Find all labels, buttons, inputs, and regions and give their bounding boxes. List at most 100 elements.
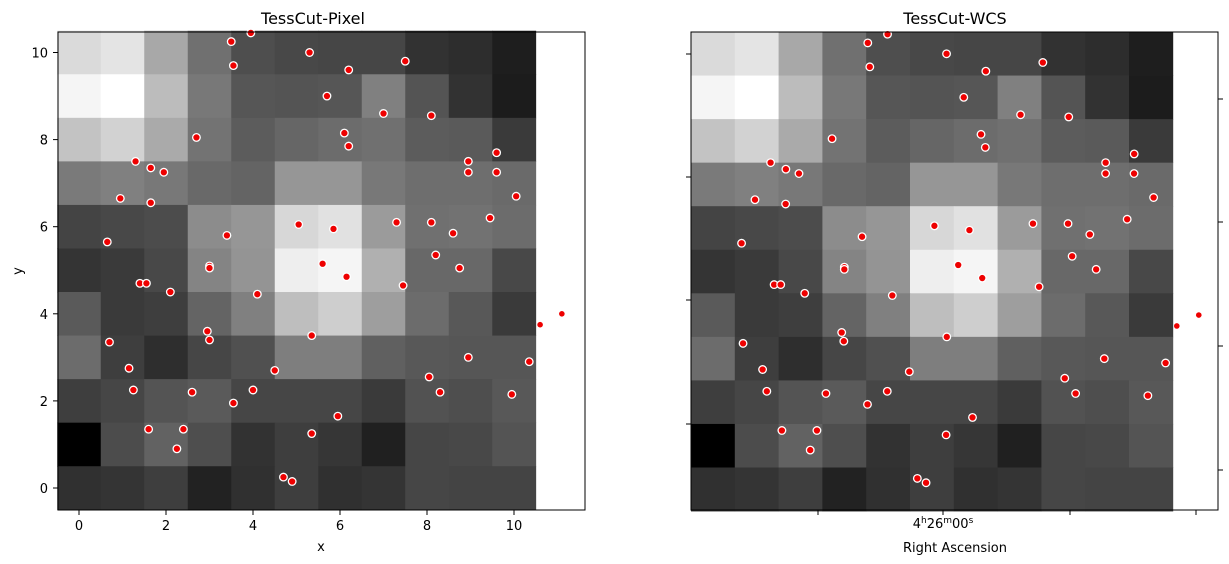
- star-marker: [144, 424, 154, 434]
- wcs-cell: [734, 293, 779, 338]
- wcs-cell: [1041, 119, 1086, 164]
- pixel-cell: [318, 248, 363, 293]
- star-marker: [104, 337, 114, 347]
- pixel-cell: [492, 248, 537, 293]
- star-marker: [205, 335, 214, 345]
- wcs-cell: [997, 336, 1042, 381]
- star-marker: [226, 37, 236, 47]
- pixel-cell: [318, 335, 363, 380]
- pixel-cell: [231, 74, 276, 119]
- wcs-cell: [778, 75, 823, 120]
- pixel-cell: [231, 30, 276, 75]
- star-marker: [863, 399, 872, 409]
- wcs-cell: [1129, 249, 1174, 294]
- y-tick-label: 0: [40, 482, 48, 497]
- pixel-cell: [144, 335, 189, 380]
- wcs-cell: [866, 249, 911, 294]
- wcs-cell: [866, 206, 911, 251]
- star-marker: [1028, 219, 1038, 229]
- star-marker: [953, 260, 963, 270]
- wcs-cell: [1129, 293, 1174, 338]
- pixel-cell: [405, 30, 450, 75]
- wcs-cell: [1085, 119, 1130, 164]
- pixel-cell: [274, 292, 319, 336]
- star-marker: [929, 221, 939, 231]
- star-marker: [980, 142, 990, 152]
- wcs-cell: [910, 380, 955, 425]
- wcs-cell: [822, 467, 867, 512]
- star-marker: [821, 389, 831, 398]
- wcs-cell: [910, 423, 955, 468]
- star-marker: [252, 289, 262, 299]
- pixel-cell: [361, 466, 406, 511]
- pixel-cell: [318, 161, 363, 206]
- star-marker: [431, 250, 441, 260]
- wcs-panel: TessCut-WCS 4h26m00s Right Ascension: [686, 9, 1223, 556]
- pixel-cell: [144, 74, 189, 119]
- pixel-cell: [144, 117, 189, 162]
- pixel-cell: [187, 30, 232, 75]
- x-tick-label: 10: [506, 519, 523, 534]
- wcs-cell: [866, 423, 911, 468]
- wcs-cell: [734, 423, 779, 468]
- pixel-cell: [361, 117, 406, 162]
- star-marker: [307, 429, 317, 439]
- pixel-cell: [492, 30, 537, 75]
- star-marker: [737, 238, 747, 248]
- star-marker: [463, 156, 473, 166]
- star-marker: [141, 278, 151, 288]
- wcs-cell: [822, 32, 867, 76]
- wcs-cell: [1085, 206, 1130, 251]
- pixel-cell: [187, 379, 232, 424]
- star-marker: [305, 48, 314, 57]
- wcs-cell: [953, 467, 998, 512]
- wcs-cell: [778, 293, 823, 338]
- wcs-cell: [734, 380, 779, 425]
- pixel-cell: [361, 422, 406, 467]
- star-marker: [344, 65, 354, 75]
- star-marker: [307, 331, 317, 341]
- star-marker: [492, 148, 502, 158]
- wcs-cell: [1085, 380, 1130, 425]
- wcs-cell: [910, 119, 955, 164]
- pixel-cell: [361, 161, 406, 206]
- pixel-cell: [274, 74, 319, 119]
- pixel-cell: [274, 117, 319, 162]
- wcs-cell: [953, 206, 998, 251]
- star-marker: [379, 109, 388, 118]
- star-marker: [435, 387, 445, 397]
- pixel-cell: [448, 379, 493, 424]
- pixel-cell: [448, 292, 493, 336]
- pixel-y-ticks: 0 2 4 6 8 10: [31, 47, 58, 497]
- pixel-cell: [448, 204, 493, 249]
- pixel-cell: [274, 161, 319, 206]
- star-marker: [857, 232, 867, 242]
- pixel-cell: [144, 30, 189, 75]
- star-marker: [191, 132, 201, 142]
- star-marker: [392, 217, 401, 227]
- star-marker: [863, 38, 873, 48]
- star-marker: [344, 141, 354, 151]
- star-marker: [187, 387, 197, 397]
- wcs-cell: [822, 423, 867, 468]
- wcs-cell: [866, 336, 911, 381]
- star-marker: [1101, 169, 1111, 178]
- wcs-cell: [866, 162, 911, 207]
- wcs-cell: [997, 32, 1042, 76]
- pixel-cell: [57, 74, 102, 119]
- wcs-cell: [1041, 32, 1086, 76]
- pixel-x-axis-label: x: [317, 540, 325, 555]
- star-marker: [131, 156, 140, 166]
- star-marker: [882, 386, 892, 396]
- wcs-cell: [734, 75, 779, 120]
- pixel-panel-title: TessCut-Pixel: [260, 9, 365, 28]
- star-marker: [318, 259, 328, 269]
- star-marker: [839, 264, 849, 274]
- y-tick-label: 10: [31, 47, 48, 62]
- wcs-cell: [778, 119, 823, 164]
- star-marker: [1129, 169, 1139, 178]
- star-marker: [839, 336, 849, 346]
- pixel-cell: [57, 161, 102, 206]
- pixel-cell: [231, 422, 276, 467]
